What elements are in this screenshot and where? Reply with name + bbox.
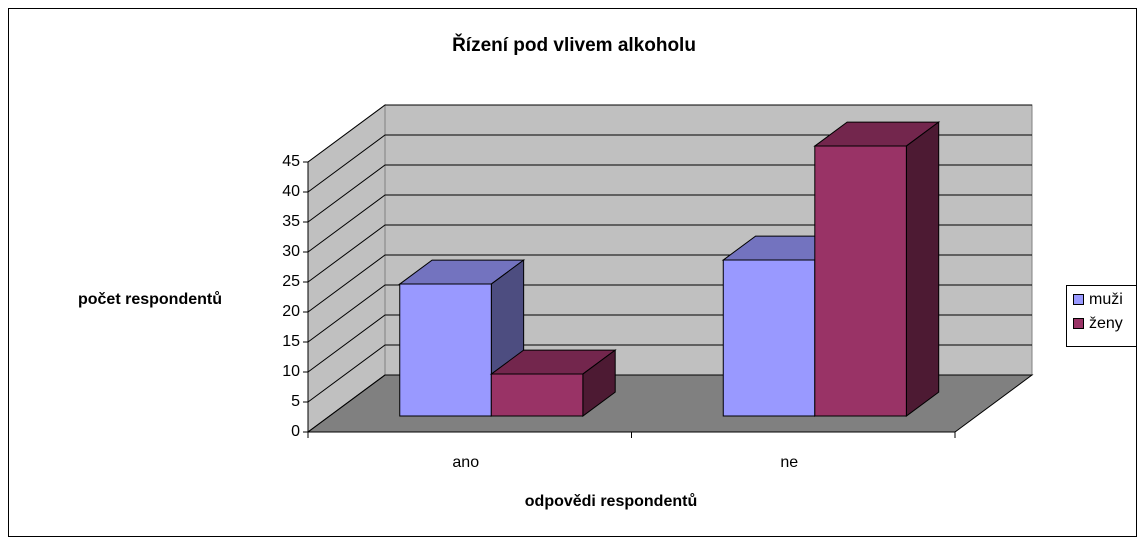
- grid-line: [307, 134, 1032, 193]
- y-tick-label: 35: [282, 213, 300, 230]
- y-tick-label: 40: [282, 183, 300, 200]
- legend-label: ženy: [1089, 315, 1123, 332]
- grid-line: [307, 104, 1032, 163]
- y-tick-label: 0: [291, 423, 300, 440]
- legend-swatch: [1073, 318, 1084, 329]
- y-tick-label: 10: [282, 363, 300, 380]
- x-tick-label: ne: [780, 454, 798, 471]
- bar: [399, 283, 492, 417]
- bar: [814, 145, 907, 417]
- y-tick-label: 45: [282, 153, 300, 170]
- x-axis-title: odpovědi respondentů: [525, 493, 697, 510]
- y-tick-label: 30: [282, 243, 300, 260]
- legend-label: muži: [1089, 291, 1123, 308]
- bar-side: [905, 121, 940, 418]
- bar: [722, 259, 816, 417]
- x-tick-label: ano: [452, 454, 479, 471]
- y-axis-title: počet respondentů: [78, 291, 222, 308]
- y-tick-label: 15: [282, 333, 300, 350]
- y-tick-label: 25: [282, 273, 300, 290]
- plot-area: [303, 104, 1034, 438]
- chart-title: Řízení pod vlivem alkoholu: [452, 34, 696, 56]
- y-tick-label: 5: [291, 393, 300, 410]
- bar: [490, 373, 584, 417]
- y-tick-label: 20: [282, 303, 300, 320]
- legend-swatch: [1073, 294, 1084, 305]
